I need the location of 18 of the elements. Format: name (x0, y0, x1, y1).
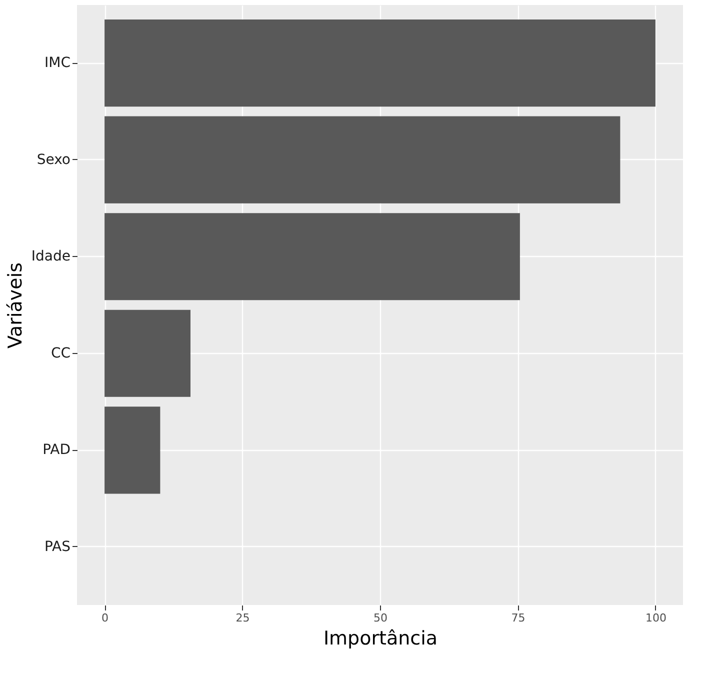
bar (104, 406, 160, 494)
bar (104, 116, 620, 204)
x-axis-title: Importância (323, 628, 438, 650)
y-tick-label: Sexo (36, 152, 70, 168)
y-tick-label: CC (50, 345, 71, 362)
y-axis-title: Variáveis (4, 262, 26, 349)
x-tick-label: 100 (645, 612, 666, 624)
x-tick-label: 0 (102, 612, 109, 624)
bar (104, 310, 190, 397)
y-tick-label: PAS (44, 538, 71, 555)
x-tick-label: 25 (236, 612, 250, 624)
x-tick-label: 50 (374, 612, 388, 624)
y-tick-label: Idade (31, 248, 70, 265)
bar (104, 213, 520, 300)
x-tick-label: 75 (511, 612, 526, 624)
y-tick-label: PAD (42, 442, 70, 458)
bar (104, 20, 656, 107)
y-tick-label: IMC (44, 55, 71, 72)
